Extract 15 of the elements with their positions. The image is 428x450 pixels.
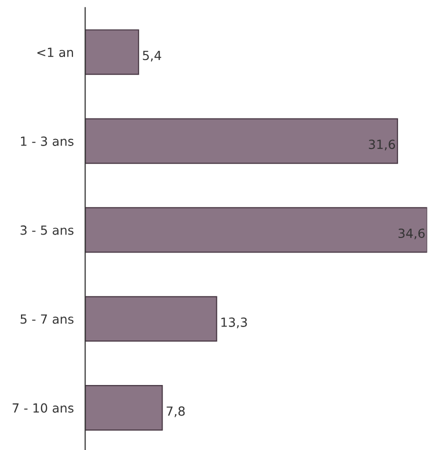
- bar: [85, 29, 140, 75]
- bar: [85, 385, 163, 431]
- y-tick-label: 7 - 10 ans: [12, 403, 74, 413]
- data-label: 5,4: [142, 50, 162, 62]
- y-tick-label: <1 an: [37, 48, 73, 58]
- bar: [85, 296, 218, 342]
- data-label: 34,6: [398, 228, 425, 240]
- y-tick-label: 3 - 5 ans: [20, 225, 74, 235]
- data-label: 31,6: [368, 140, 395, 150]
- bar: [85, 207, 428, 253]
- bar: [85, 118, 398, 164]
- data-label: 13,3: [221, 317, 247, 328]
- y-tick-label: 1 - 3 ans: [21, 136, 74, 146]
- data-label: 7,8: [166, 406, 185, 418]
- y-tick-label: 5 - 7 ans: [20, 314, 74, 324]
